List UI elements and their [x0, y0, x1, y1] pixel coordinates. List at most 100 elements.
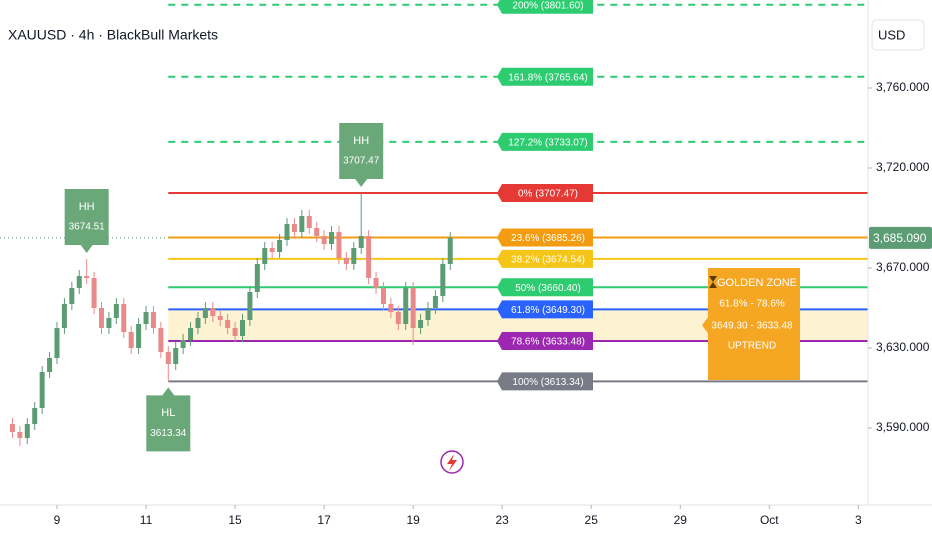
- fib-level-label: 50% (3660.40): [515, 283, 581, 294]
- candle-body: [61, 304, 67, 328]
- fib-level-label-box: [497, 249, 593, 268]
- currency-box[interactable]: [871, 19, 925, 51]
- candle-body: [284, 224, 290, 240]
- candle-body: [17, 432, 23, 438]
- candle-body: [9, 424, 15, 432]
- candle-body: [210, 308, 216, 316]
- candle-body: [158, 328, 164, 352]
- pivot-type: HH: [353, 135, 369, 147]
- chart-title: XAUUSD · 4h · BlackBull Markets: [8, 27, 218, 43]
- x-tick-label: 11: [140, 513, 153, 527]
- candle-body: [269, 248, 275, 252]
- golden-zone-range: 61.8% - 78.6%: [719, 299, 785, 310]
- candle-body: [403, 288, 409, 324]
- fib-level-label: 161.8% (3765.64): [508, 72, 588, 83]
- candle-body: [232, 328, 238, 336]
- candle-body: [84, 276, 90, 278]
- candle-body: [373, 278, 379, 288]
- hourglass-icon: [709, 276, 717, 288]
- candle-body: [239, 320, 245, 336]
- candle-body: [99, 308, 105, 328]
- candle-body: [47, 358, 53, 372]
- fib-level-label: 78.6% (3633.48): [511, 337, 585, 348]
- candle-body: [277, 240, 283, 252]
- x-tick-label: 3: [855, 513, 862, 527]
- candle-body: [24, 424, 30, 438]
- candle-body: [336, 232, 342, 258]
- plot-area: 200% (3801.60) 161.8% (3765.64) 127.2% (37…: [0, 0, 868, 452]
- candle-body: [358, 236, 364, 248]
- pivot-price: 3707.47: [343, 156, 380, 167]
- candle-body: [418, 320, 424, 328]
- candle-body: [262, 248, 268, 264]
- x-tick-label: 17: [317, 513, 331, 527]
- fib-level-label-box: [497, 300, 593, 319]
- candle-body: [366, 236, 372, 278]
- last-price-label: 3,685.090: [873, 231, 927, 245]
- fib-level-label: 38.2% (3674.54): [511, 255, 585, 266]
- candle-body: [447, 237, 453, 264]
- candle-body: [291, 224, 297, 232]
- candle-body: [188, 328, 194, 340]
- candle-body: [69, 288, 75, 304]
- golden-zone-trend: UPTREND: [728, 341, 776, 352]
- pivot-type: HH: [79, 201, 95, 213]
- candle-body: [143, 312, 149, 324]
- candle-body: [440, 264, 446, 296]
- candle-body: [329, 232, 335, 244]
- fib-level-label-box: [497, 372, 593, 391]
- golden-zone-box: [702, 268, 800, 380]
- pivot-label-box: [146, 387, 191, 452]
- candle-body: [299, 216, 305, 232]
- x-tick-label: 19: [406, 513, 420, 527]
- candle-body: [247, 292, 253, 320]
- fib-level-label-box: [497, 228, 593, 247]
- x-tick-label: 15: [228, 513, 242, 527]
- candle-body: [150, 312, 156, 328]
- pivot-label-box: [339, 123, 384, 188]
- fib-level-label-box: [497, 67, 593, 86]
- x-tick-label: Oct: [760, 513, 779, 527]
- candle-body: [121, 304, 127, 332]
- candle-body: [32, 408, 38, 424]
- candle-body: [195, 318, 201, 328]
- fib-level-label: 127.2% (3733.07): [508, 138, 588, 149]
- x-tick-label: 23: [496, 513, 510, 527]
- fib-level-label-box: [497, 278, 593, 297]
- lightning-icon: [440, 450, 464, 474]
- fib-level-label-box: [497, 332, 593, 351]
- fib-level-label-box: [497, 0, 593, 14]
- fib-level-label: 100% (3613.34): [512, 377, 583, 388]
- candle-body: [314, 228, 320, 236]
- candle-body: [432, 296, 438, 308]
- x-tick-label: 9: [54, 513, 61, 527]
- candle-body: [91, 278, 97, 308]
- candle-body: [113, 304, 119, 318]
- candle-body: [254, 264, 260, 292]
- candle-body: [217, 316, 223, 320]
- y-tick-label: 3,720.000: [876, 160, 930, 174]
- y-tick-label: 3,630.000: [876, 340, 930, 354]
- candle-body: [395, 312, 401, 324]
- candle-body: [425, 308, 431, 320]
- currency: USD: [878, 27, 905, 42]
- candle-body: [76, 276, 82, 288]
- candle-body: [225, 320, 231, 328]
- candle-body: [388, 304, 394, 312]
- x-tick-label: 25: [585, 513, 599, 527]
- candle-body: [343, 258, 349, 264]
- candle-body: [173, 348, 179, 364]
- candle-body: [380, 288, 386, 304]
- golden-zone-title: GOLDEN ZONE: [717, 277, 797, 289]
- candle-body: [202, 308, 208, 318]
- candle-body: [351, 248, 357, 264]
- candle-body: [39, 372, 45, 408]
- pivot-price: 3674.51: [69, 222, 106, 233]
- candle-body: [410, 288, 416, 328]
- golden-zone-prices: 3649.30 - 3633.48: [711, 321, 793, 332]
- y-tick-label: 3,590.000: [876, 420, 930, 434]
- candle-body: [306, 216, 312, 228]
- candle-body: [128, 332, 134, 348]
- fib-level-label: 0% (3707.47): [518, 189, 578, 200]
